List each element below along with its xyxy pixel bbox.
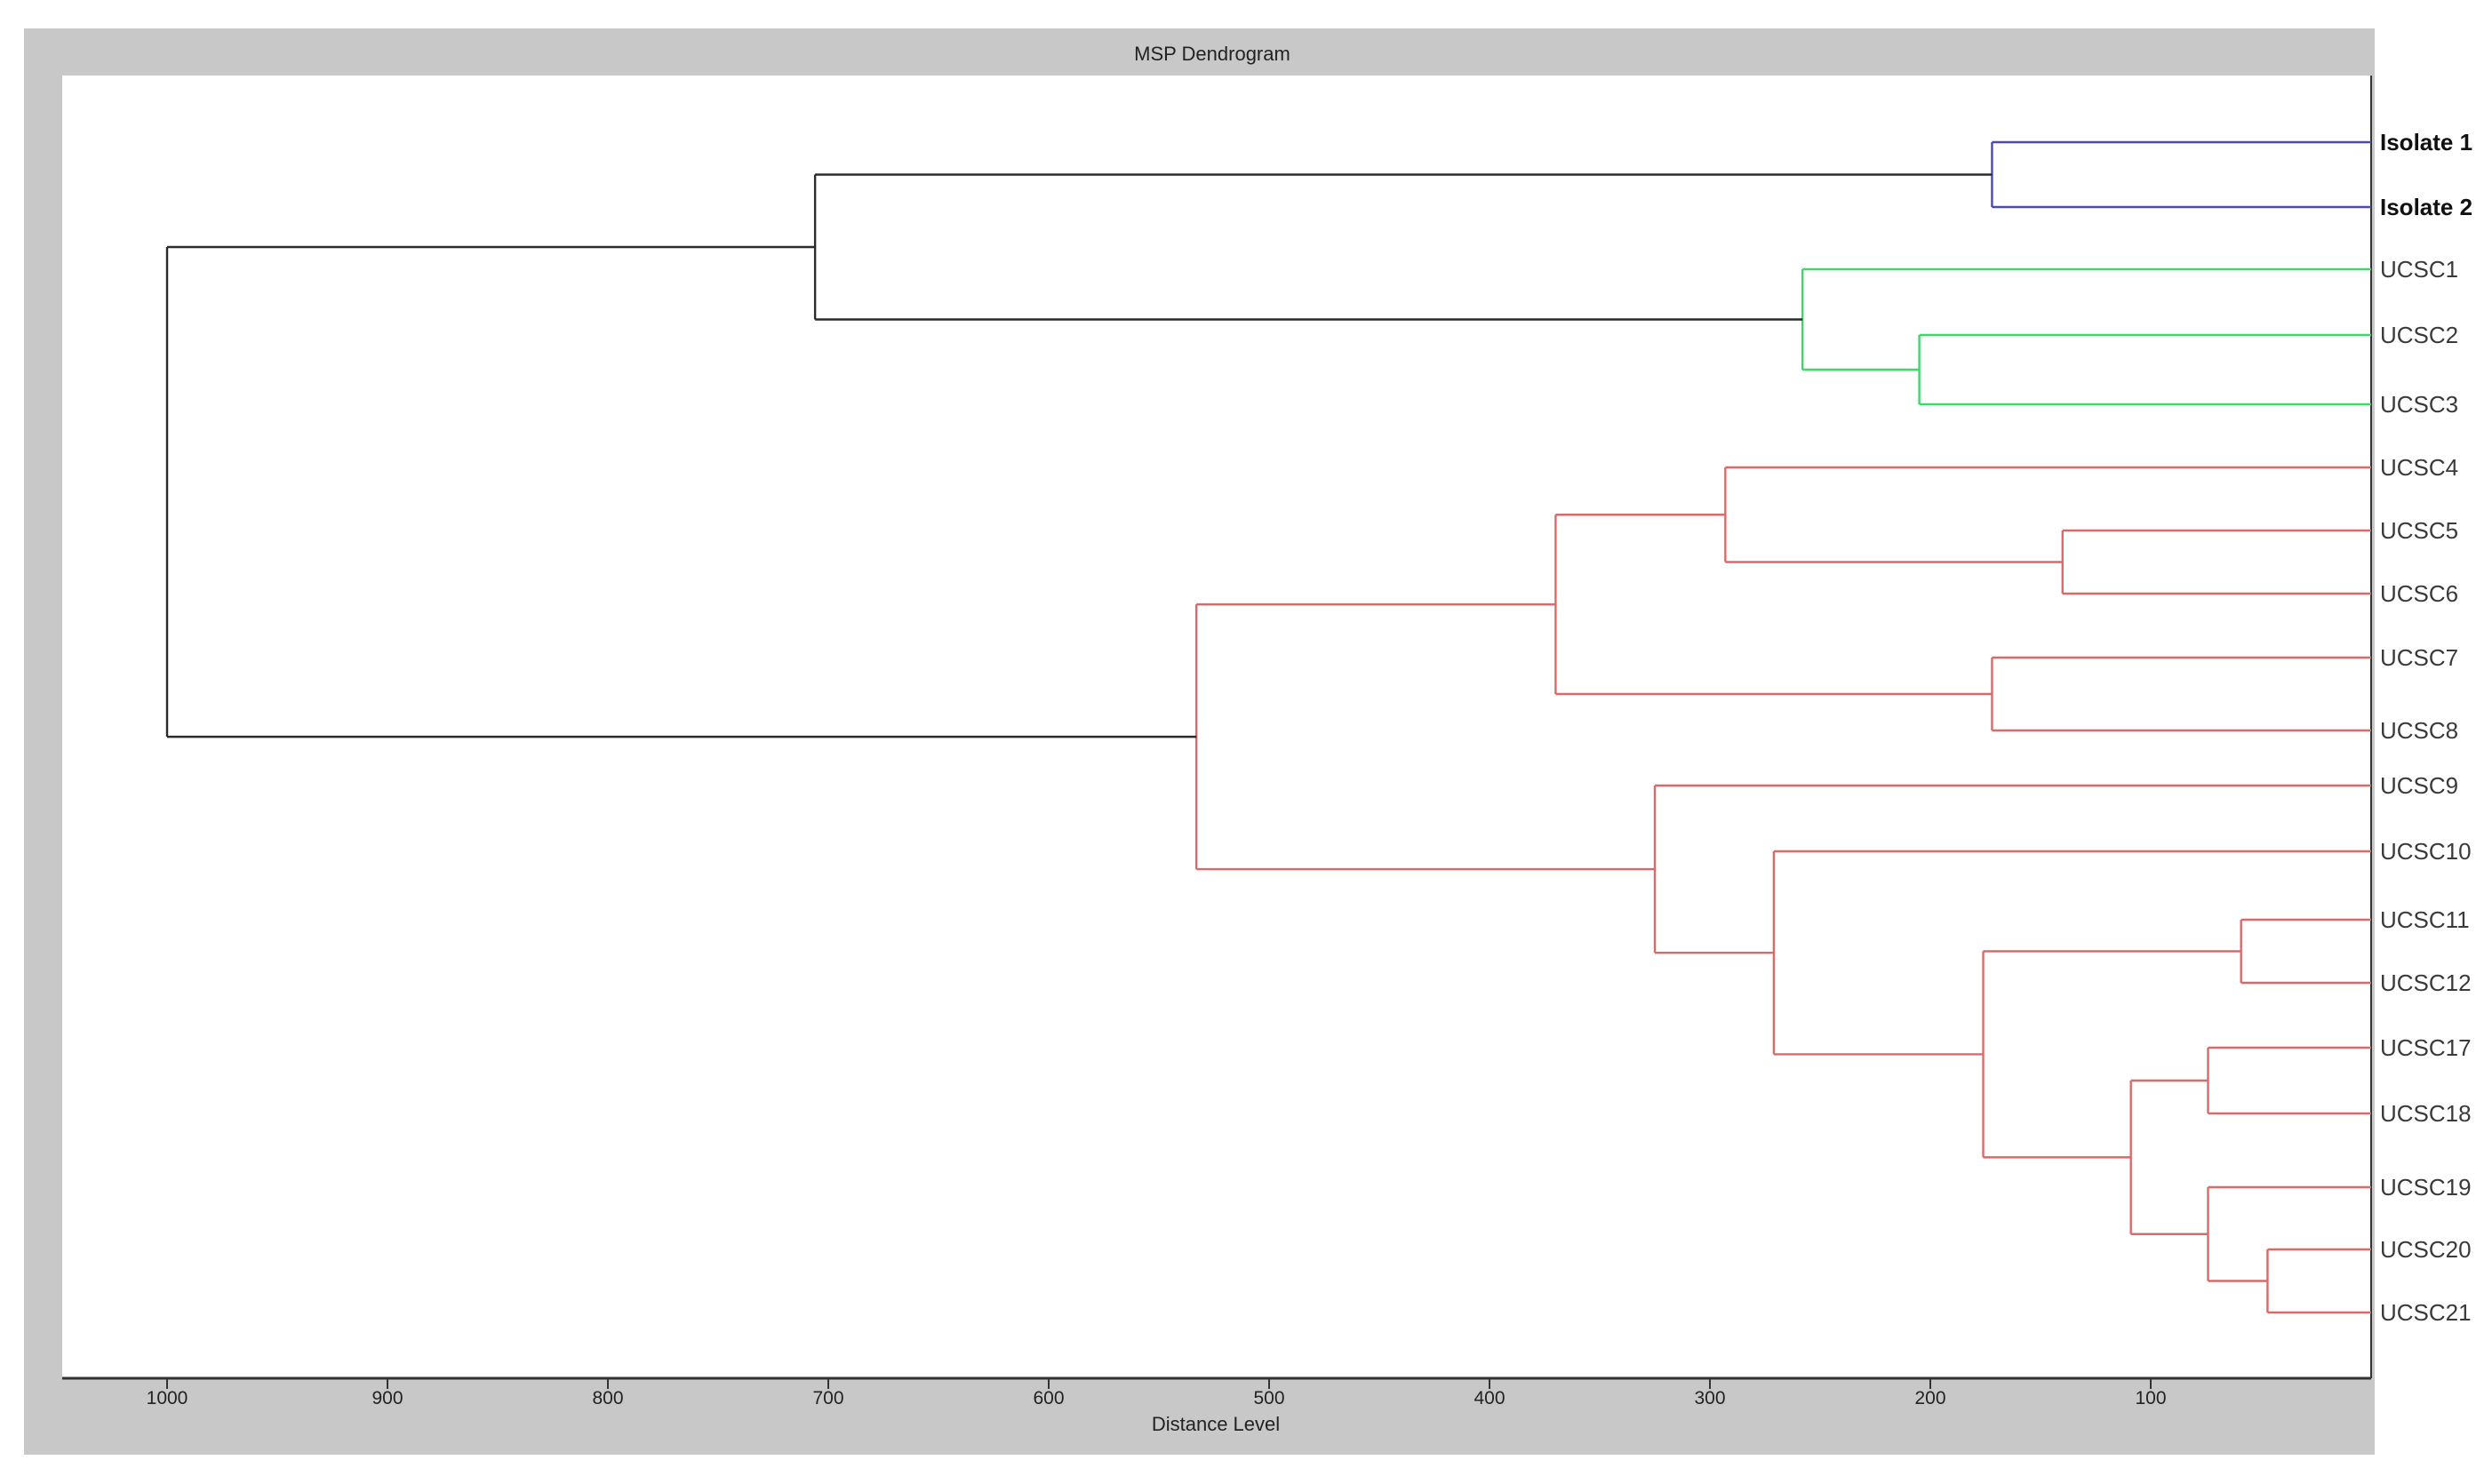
- leaf-label: UCSC9: [2380, 772, 2458, 799]
- x-axis-title: Distance Level: [1152, 1413, 1280, 1435]
- leaf-label: Isolate 2: [2380, 194, 2472, 220]
- x-tick-label: 1000: [147, 1388, 188, 1408]
- leaf-labels: Isolate 1 Isolate 2 UCSC1 UCSC2 UCSC3 UCSC4 UC…: [2380, 129, 2472, 1326]
- leaf-label: UCSC18: [2380, 1100, 2472, 1127]
- x-tick-label: 200: [1914, 1388, 1945, 1408]
- leaf-label: UCSC3: [2380, 391, 2458, 418]
- x-tick-label: 800: [592, 1388, 623, 1408]
- leaf-label: UCSC1: [2380, 256, 2458, 283]
- leaf-label: UCSC7: [2380, 644, 2458, 671]
- x-axis-ticks: 1000 900 800 700 600 500 400 300 200 100: [147, 1378, 2167, 1408]
- leaf-label: UCSC8: [2380, 717, 2458, 744]
- leaf-label: UCSC5: [2380, 517, 2458, 544]
- leaf-label: UCSC20: [2380, 1236, 2472, 1263]
- leaf-label: UCSC10: [2380, 838, 2472, 865]
- plot-area: [62, 76, 2371, 1378]
- x-tick-label: 700: [812, 1388, 843, 1408]
- leaf-label: UCSC4: [2380, 454, 2458, 481]
- x-tick-label: 100: [2135, 1388, 2166, 1408]
- leaf-label: UCSC21: [2380, 1299, 2472, 1326]
- x-tick-label: 400: [1474, 1388, 1505, 1408]
- x-tick-label: 600: [1033, 1388, 1064, 1408]
- chart-title: MSP Dendrogram: [1134, 43, 1290, 65]
- leaf-label: UCSC11: [2380, 906, 2470, 933]
- leaf-label: UCSC17: [2380, 1034, 2472, 1061]
- leaf-label: UCSC19: [2380, 1174, 2472, 1201]
- x-tick-label: 300: [1694, 1388, 1725, 1408]
- leaf-label: Isolate 1: [2380, 129, 2472, 156]
- leaf-label: UCSC12: [2380, 969, 2472, 996]
- x-tick-label: 900: [371, 1388, 403, 1408]
- dendrogram-links: [165, 140, 2371, 1314]
- leaf-label: UCSC6: [2380, 580, 2458, 607]
- x-tick-label: 500: [1253, 1388, 1284, 1408]
- leaf-label: UCSC2: [2380, 322, 2458, 348]
